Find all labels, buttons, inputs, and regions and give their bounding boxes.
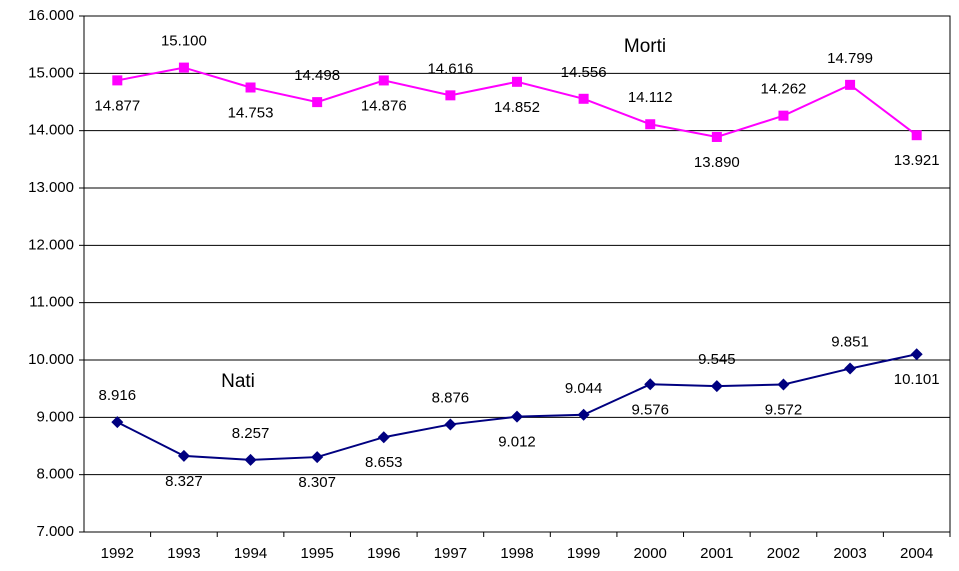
data-label: 8.916 [99,387,137,404]
data-label: 9.012 [498,434,536,451]
marker [311,451,324,464]
data-label: 14.799 [827,50,873,67]
y-tick-label: 7.000 [36,523,74,540]
data-label: 8.327 [165,473,203,490]
x-tick-label: 2002 [767,545,800,562]
data-label: 8.876 [432,389,470,406]
marker [245,82,256,93]
marker [910,348,923,361]
series-name: Morti [624,36,666,57]
marker [778,110,789,121]
marker [645,119,656,130]
x-tick-label: 1995 [300,545,333,562]
marker [845,79,856,90]
marker [911,130,922,141]
data-label: 14.753 [228,104,274,121]
data-label: 13.890 [694,154,740,171]
x-tick-label: 1992 [101,545,134,562]
y-tick-label: 13.000 [28,179,74,196]
x-tick-label: 1997 [434,545,467,562]
data-label: 9.576 [631,401,669,418]
x-tick-label: 1994 [234,545,267,562]
y-tick-label: 8.000 [36,466,74,483]
data-label: 8.307 [298,474,336,491]
marker [777,378,790,391]
x-tick-label: 1996 [367,545,400,562]
y-tick-label: 9.000 [36,408,74,425]
marker [710,380,723,393]
data-label: 14.262 [761,81,807,98]
data-label: 14.852 [494,99,540,116]
marker [378,75,389,86]
marker [244,453,257,466]
marker [644,378,657,391]
x-tick-label: 2000 [634,545,667,562]
data-label: 10.101 [894,371,940,388]
y-tick-label: 10.000 [28,351,74,368]
marker [512,76,522,87]
x-tick-label: 1999 [567,545,600,562]
marker [511,410,523,423]
y-tick-label: 14.000 [28,122,74,139]
data-label: 14.876 [361,97,407,114]
data-label: 14.498 [294,67,340,84]
marker [112,75,123,86]
data-label: 15.100 [161,33,207,50]
data-label: 14.616 [427,60,473,77]
x-tick-label: 2004 [900,545,933,562]
y-tick-label: 11.000 [29,294,74,311]
data-label: 9.545 [698,351,736,368]
marker [312,97,323,108]
y-tick-label: 16.000 [28,7,74,24]
data-label: 9.044 [565,380,603,397]
marker [578,93,589,104]
data-label: 14.112 [628,89,673,106]
y-tick-label: 12.000 [28,236,74,253]
marker [711,131,722,142]
series-name: Nati [221,371,255,392]
data-label: 9.572 [765,402,803,419]
marker [577,408,590,421]
data-label: 8.653 [365,454,403,471]
y-tick-label: 15.000 [28,64,74,81]
marker [445,90,456,101]
data-label: 8.257 [232,425,270,442]
data-label: 9.851 [831,334,869,351]
marker [844,362,857,375]
data-label: 13.921 [894,152,940,169]
marker [377,431,390,444]
x-tick-label: 2003 [833,545,866,562]
data-label: 14.556 [561,64,607,81]
x-tick-label: 1998 [500,545,533,562]
marker [111,416,124,429]
data-label: 14.877 [94,97,140,114]
x-tick-label: 2001 [700,545,733,562]
plot-frame [83,15,951,533]
x-tick-label: 1993 [167,545,200,562]
marker [444,418,457,431]
marker [178,62,189,73]
marker [177,449,190,462]
